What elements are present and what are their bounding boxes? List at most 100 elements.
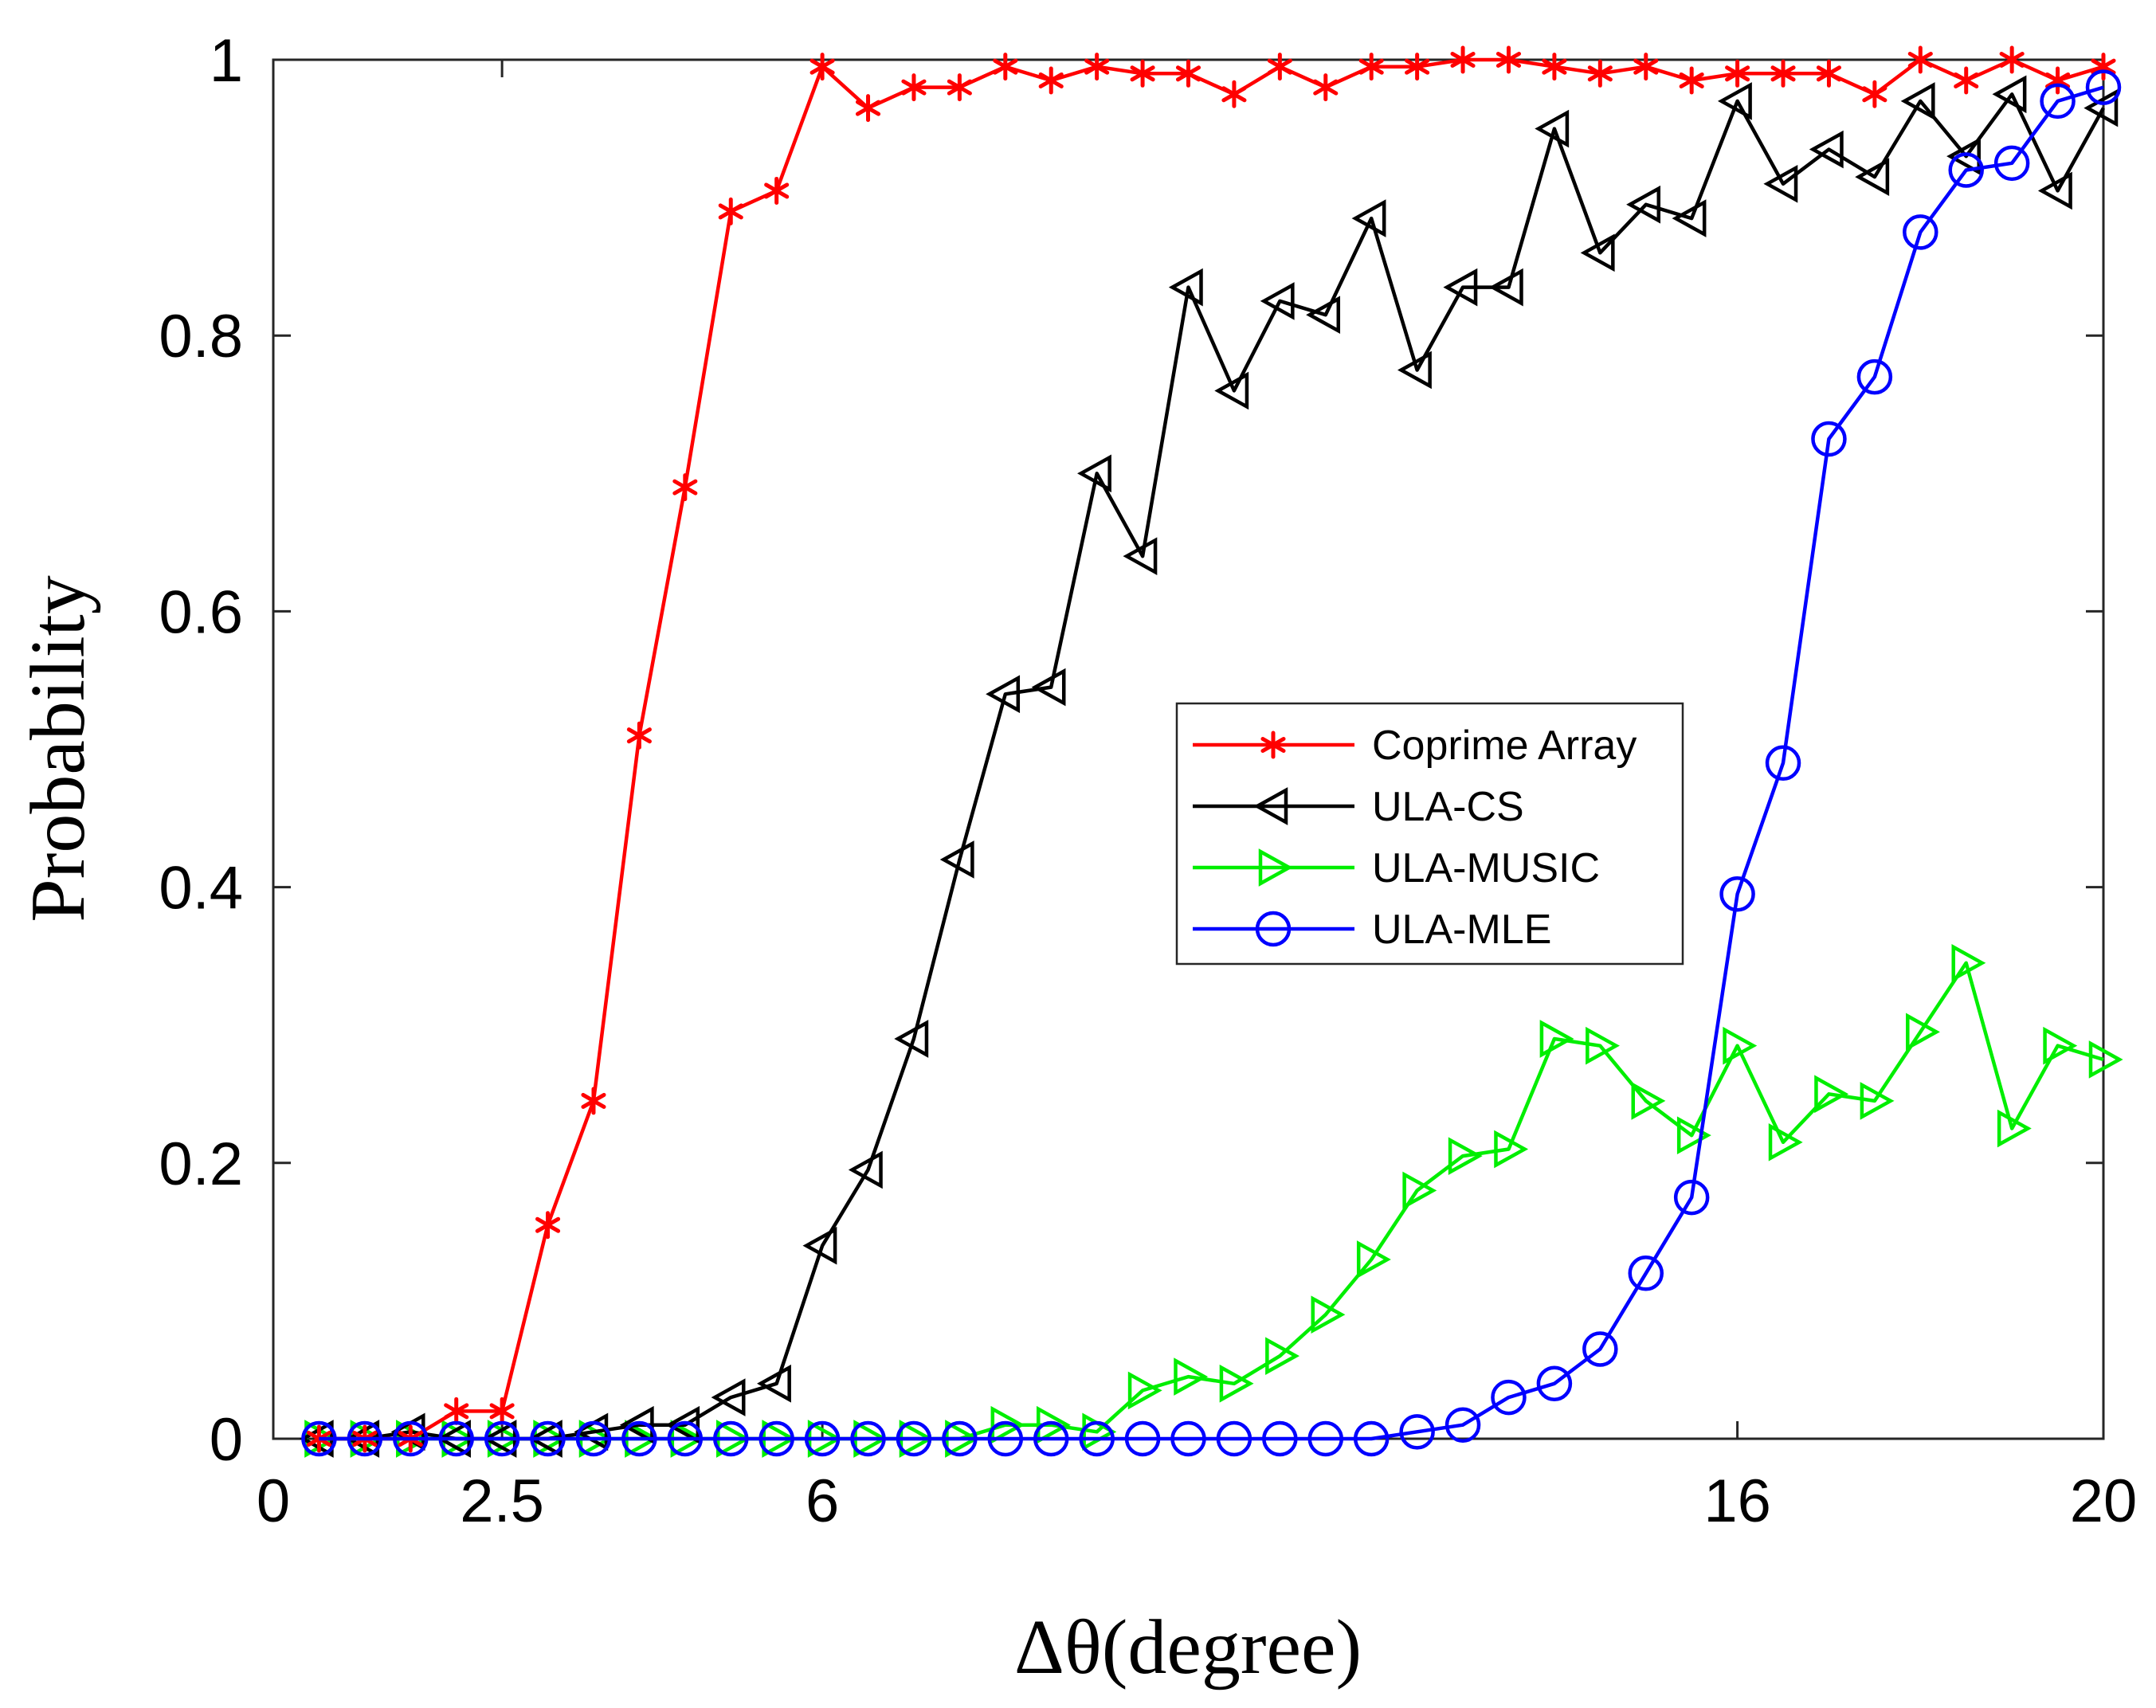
data-point-ula-music	[1676, 1116, 1711, 1155]
data-point-ula-mle	[1399, 1414, 1435, 1450]
data-point-coprime-array	[947, 73, 972, 102]
asterisk-stroke	[1260, 737, 1286, 753]
asterisk-stroke	[764, 182, 790, 199]
series-line-coprime-array	[319, 57, 2104, 1441]
y-tick-label: 0	[210, 1406, 243, 1474]
x-tick-label: 20	[2070, 1467, 2138, 1535]
asterisk-stroke	[1450, 52, 1476, 68]
data-point-ula-mle	[1856, 358, 1893, 395]
data-point-coprime-array	[1633, 53, 1659, 81]
data-point-coprime-array	[1999, 45, 2025, 74]
data-point-coprime-array	[1221, 80, 1247, 108]
data-point-ula-music	[1356, 1240, 1391, 1279]
data-point-coprime-array	[2091, 53, 2116, 81]
data-point-ula-cs	[1214, 371, 1249, 410]
data-point-ula-mle	[1673, 1179, 1710, 1216]
asterisk-stroke	[1495, 52, 1522, 68]
asterisk-stroke	[1587, 65, 1613, 82]
data-point-coprime-array	[1405, 53, 1430, 81]
data-point-ula-cs	[1488, 268, 1523, 307]
data-point-ula-music	[1997, 1109, 2032, 1148]
data-point-ula-cs	[619, 1405, 654, 1444]
data-point-ula-cs	[1900, 82, 1935, 120]
asterisk-stroke	[1862, 86, 1887, 103]
asterisk-stroke	[1954, 72, 1979, 88]
data-point-coprime-array	[718, 197, 743, 225]
data-point-coprime-array	[1038, 66, 1064, 95]
asterisk-stroke	[993, 58, 1018, 75]
data-point-ula-cs	[1168, 268, 1203, 307]
data-point-ula-mle	[393, 1420, 429, 1457]
legend-label: Coprime Array	[1372, 723, 1637, 769]
asterisk-stroke	[1267, 58, 1292, 75]
data-point-ula-mle	[2040, 83, 2076, 119]
asterisk-stroke	[581, 1092, 606, 1109]
asterisk-stroke	[901, 79, 927, 96]
data-point-coprime-array	[672, 473, 698, 502]
data-point-ula-mle	[1353, 1420, 1390, 1457]
data-point-ula-mle	[484, 1420, 520, 1457]
data-point-ula-mle	[1262, 1420, 1298, 1457]
data-point-coprime-array	[1450, 45, 1476, 74]
legend-label: ULA-MLE	[1372, 907, 1551, 953]
data-point-coprime-array	[1770, 59, 1796, 88]
data-point-ula-cs	[1672, 199, 1707, 237]
data-point-ula-cs	[711, 1378, 746, 1416]
y-axis-title: Probability	[15, 575, 101, 923]
data-point-ula-music	[1174, 1357, 1209, 1396]
data-point-ula-mle	[713, 1420, 749, 1457]
asterisk-stroke	[1770, 65, 1796, 82]
series-layer	[299, 45, 2123, 1458]
data-point-ula-mle	[1307, 1420, 1344, 1457]
data-point-ula-music	[1219, 1364, 1254, 1403]
data-point-ula-cs	[1031, 668, 1066, 707]
data-point-coprime-array	[489, 1397, 515, 1425]
data-point-ula-cs	[1992, 75, 2027, 114]
data-point-ula-cs	[1763, 164, 1798, 203]
asterisk-stroke	[1358, 58, 1384, 75]
data-point-ula-cs	[1946, 137, 1981, 175]
data-point-ula-mle	[1033, 1420, 1069, 1457]
data-point-ula-cs	[939, 840, 974, 879]
legend-entry-coprime-array: Coprime Array	[1193, 723, 1637, 769]
legend-label: ULA-CS	[1372, 784, 1524, 830]
data-point-ula-mle	[1993, 145, 2030, 182]
data-point-ula-cs	[1306, 296, 1341, 335]
data-point-coprime-array	[1816, 59, 1841, 88]
asterisk-stroke	[672, 479, 698, 496]
data-point-ula-cs	[1397, 351, 1432, 390]
data-point-coprime-array	[1587, 59, 1613, 88]
y-tick-label: 0.8	[159, 303, 243, 370]
asterisk-stroke	[2091, 58, 2116, 75]
data-point-ula-cs	[802, 1226, 837, 1265]
data-point-coprime-array	[444, 1397, 469, 1425]
data-point-ula-cs	[757, 1364, 791, 1403]
data-point-ula-music	[1127, 1371, 1162, 1410]
y-tick-label: 1	[210, 27, 243, 95]
data-point-ula-music	[1631, 1082, 1666, 1120]
axis-tick-labels: 0 2.5 6 16 20 0 0.2 0.4 0.6 0.8 1	[159, 27, 2137, 1535]
legend-label: ULA-MUSIC	[1372, 845, 1600, 891]
asterisk-stroke	[626, 727, 652, 744]
asterisk-stroke	[1816, 65, 1841, 82]
data-point-ula-mle	[987, 1420, 1024, 1457]
asterisk-stroke	[2045, 72, 2071, 88]
data-point-coprime-array	[2045, 66, 2071, 95]
data-point-ula-mle	[1216, 1420, 1252, 1457]
asterisk-stroke	[1725, 65, 1750, 82]
data-point-ula-music	[1723, 1026, 1758, 1065]
x-tick-label: 16	[1703, 1467, 1771, 1535]
data-point-coprime-array	[993, 53, 1018, 81]
data-point-ula-cs	[1443, 268, 1478, 307]
data-point-ula-music	[1586, 1026, 1620, 1065]
data-point-ula-music	[1951, 943, 1986, 982]
data-point-coprime-array	[1725, 59, 1750, 88]
data-point-coprime-array	[1954, 66, 1979, 95]
asterisk-stroke	[809, 58, 835, 75]
data-point-coprime-array	[535, 1211, 561, 1240]
data-point-ula-music	[1494, 1130, 1529, 1169]
data-point-ula-music	[990, 1405, 1025, 1444]
data-point-ula-mle	[1536, 1365, 1573, 1402]
data-point-ula-music	[1036, 1405, 1071, 1444]
